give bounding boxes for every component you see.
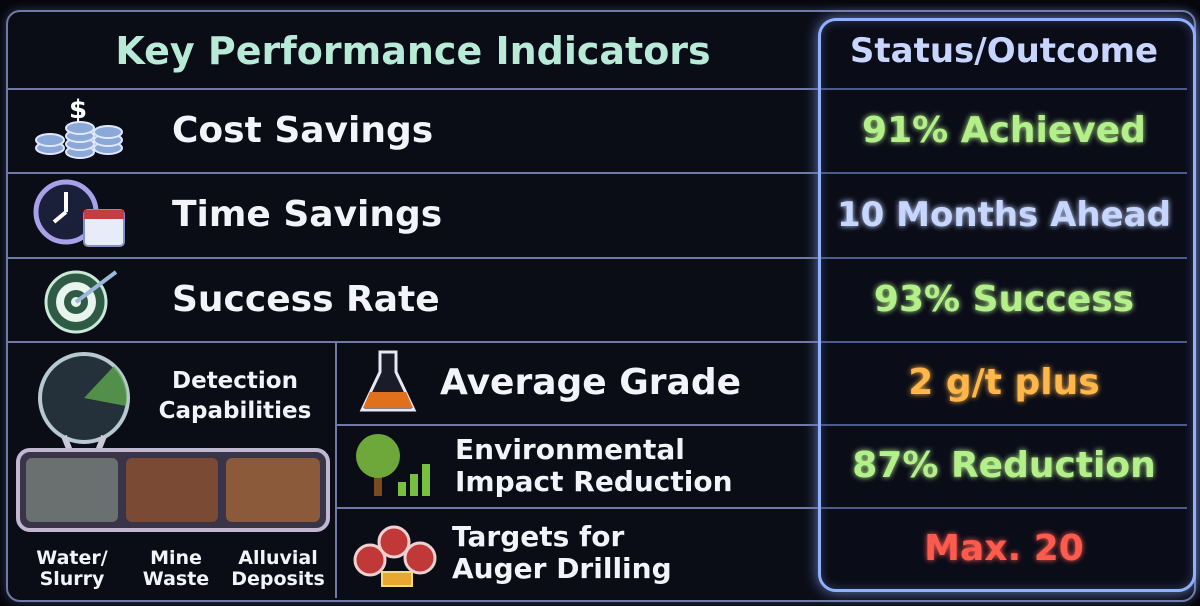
flask-icon <box>359 350 417 412</box>
row-divider <box>821 424 1187 426</box>
status-value: 91% Achieved <box>862 109 1146 151</box>
status-value: 10 Months Ahead <box>837 194 1171 235</box>
row-divider <box>336 424 818 426</box>
coins-icon: $ <box>35 96 123 159</box>
kpi-label: Cost Savings <box>172 109 434 151</box>
row-divider <box>821 507 1187 509</box>
row-divider <box>821 341 1187 343</box>
kpi-header: Key Performance Indicators <box>115 29 711 73</box>
column-divider <box>335 341 337 598</box>
row-divider <box>8 341 818 343</box>
status-value: 93% Success <box>873 278 1135 320</box>
status-header: Status/Outcome <box>849 31 1159 71</box>
kpi-label: Average Grade <box>440 362 742 403</box>
source-label: Alluvial Deposits <box>231 547 325 590</box>
detection-illustration <box>16 352 330 532</box>
kpi-label: Environmental Impact Reduction <box>455 432 733 498</box>
status-value: 2 g/t plus <box>908 362 1100 403</box>
kpi-label: Time Savings <box>172 194 443 235</box>
kpi-label: Success Rate <box>172 278 440 320</box>
row-divider <box>821 88 1187 90</box>
row-divider <box>8 172 818 174</box>
svg-text:$: $ <box>69 96 87 125</box>
clock-icon <box>33 179 125 247</box>
tree-icon <box>356 434 430 496</box>
status-panel <box>818 18 1196 592</box>
row-divider <box>821 172 1187 174</box>
source-label: Mine Waste <box>142 547 210 590</box>
row-divider <box>821 257 1187 259</box>
target-icon <box>44 270 118 334</box>
status-value: 87% Reduction <box>852 445 1156 486</box>
targets-icon <box>353 525 437 587</box>
detection-title: Detection Capabilities <box>158 368 312 424</box>
source-label: Water/ Slurry <box>36 547 108 590</box>
row-divider <box>336 507 818 509</box>
row-divider <box>8 257 818 259</box>
row-divider <box>8 88 818 90</box>
status-value: Max. 20 <box>924 527 1084 569</box>
kpi-label: Targets for Auger Drilling <box>452 519 672 585</box>
